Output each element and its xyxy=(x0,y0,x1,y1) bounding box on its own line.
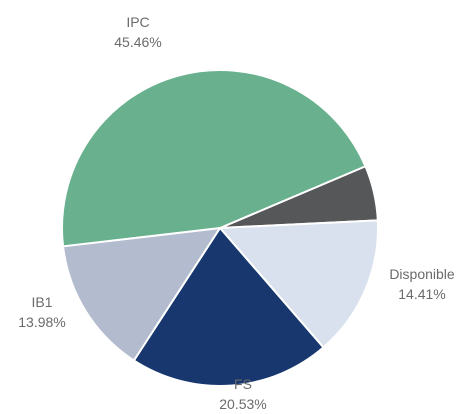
slice-name-label: IPC xyxy=(126,14,149,30)
slice-name-label: Disponible xyxy=(389,266,455,282)
pie-slice-disponible xyxy=(219,219,379,349)
slice-value-label: 45.46% xyxy=(114,34,161,50)
slice-name-label: FS xyxy=(234,376,252,392)
pie-slice-fs xyxy=(132,227,325,387)
slice-value-label: 20.53% xyxy=(219,396,266,412)
slice-name-label: IB1 xyxy=(31,294,52,310)
pie-slice-ipc xyxy=(61,68,367,248)
slice-value-label: 13.98% xyxy=(18,314,65,330)
slice-value-label: 14.41% xyxy=(398,286,445,302)
pie-slice-ib1 xyxy=(62,227,221,362)
